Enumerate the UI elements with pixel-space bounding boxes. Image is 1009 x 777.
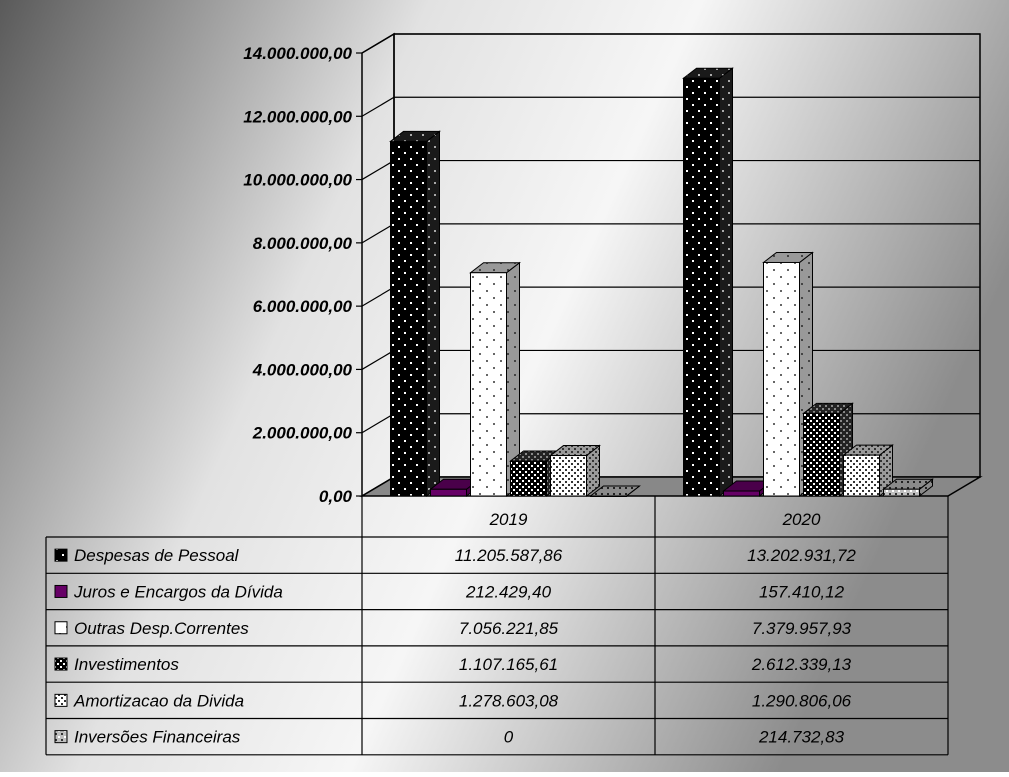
bar-front	[510, 460, 547, 497]
data-label: 2.612.339,13	[751, 655, 852, 674]
y-tick-label: 8.000.000,00	[253, 234, 353, 253]
gridline-side	[361, 349, 395, 370]
gridline-side	[361, 33, 395, 54]
legend-swatch	[54, 657, 68, 671]
bar-2019-series-2	[469, 261, 521, 498]
data-label: 7.056.221,85	[459, 619, 559, 638]
bar-front	[723, 490, 760, 497]
legend-label: Despesas de Pessoal	[74, 546, 240, 565]
gridline-side	[361, 286, 395, 307]
data-label: 7.379.957,93	[752, 619, 852, 638]
gridline-side	[361, 413, 395, 434]
y-tick-label: 2.000.000,00	[252, 424, 353, 443]
data-label: 214.732,83	[758, 728, 845, 747]
y-tick-label: 6.000.000,00	[253, 297, 353, 316]
legend-swatch	[54, 621, 68, 635]
y-tick-label: 0,00	[319, 487, 353, 506]
legend-label: Amortizacao da Divida	[73, 691, 244, 710]
legend-swatch	[54, 693, 68, 707]
bar-front	[883, 488, 920, 497]
bar-2019-series-0	[389, 130, 441, 498]
legend-label: Outras Desp.Correntes	[74, 619, 249, 638]
legend-swatch	[54, 548, 68, 562]
bar-side	[426, 130, 440, 498]
bar-2019-series-5	[589, 485, 641, 497]
bar-front	[803, 412, 840, 497]
bar-2020-series-5	[882, 478, 934, 498]
bar-side	[719, 67, 733, 498]
bar-front	[550, 455, 587, 497]
bar-2020-series-4	[842, 444, 894, 498]
data-label: 1.290.806,06	[752, 691, 852, 710]
bar-2019-series-4	[549, 444, 601, 498]
legend-swatch	[54, 730, 68, 744]
gridline-side	[361, 223, 395, 244]
data-table: 2019 2020 Despesas de Pessoal 11.205.587,86…	[45, 496, 949, 756]
bar-front	[843, 454, 880, 497]
bar-2020-series-2	[762, 251, 814, 498]
bar-front	[763, 261, 800, 497]
y-tick-label: 14.000.000,00	[243, 44, 352, 63]
bar-2020-series-0	[682, 67, 734, 498]
x-category-label: 2020	[782, 510, 821, 529]
data-label: 11.205.587,86	[455, 546, 563, 565]
gridline-side	[361, 96, 395, 117]
bar-front	[430, 488, 467, 497]
bar-front	[470, 272, 507, 497]
bar-2020-series-3	[802, 402, 854, 498]
data-label: 1.278.603,08	[459, 691, 559, 710]
data-label: 212.429,40	[465, 582, 552, 601]
bar-front	[390, 140, 427, 497]
data-label: 1.107.165,61	[459, 655, 558, 674]
legend-label: Inversões Financeiras	[74, 728, 241, 747]
bars-layer	[389, 67, 934, 498]
data-label: 157.410,12	[759, 582, 845, 601]
y-tick-label: 4.000.000,00	[252, 360, 353, 379]
gridline-side	[361, 160, 395, 181]
x-category-label: 2019	[489, 510, 528, 529]
bar-front	[590, 495, 627, 497]
y-tick-label: 12.000.000,00	[243, 107, 352, 126]
bar-front	[683, 77, 720, 497]
legend-swatch	[54, 584, 68, 598]
y-tick-label: 10.000.000,00	[243, 171, 352, 190]
data-label: 0	[504, 728, 514, 747]
data-label: 13.202.931,72	[747, 546, 856, 565]
legend-label: Investimentos	[74, 655, 179, 674]
legend-label: Juros e Encargos da Dívida	[73, 582, 283, 601]
